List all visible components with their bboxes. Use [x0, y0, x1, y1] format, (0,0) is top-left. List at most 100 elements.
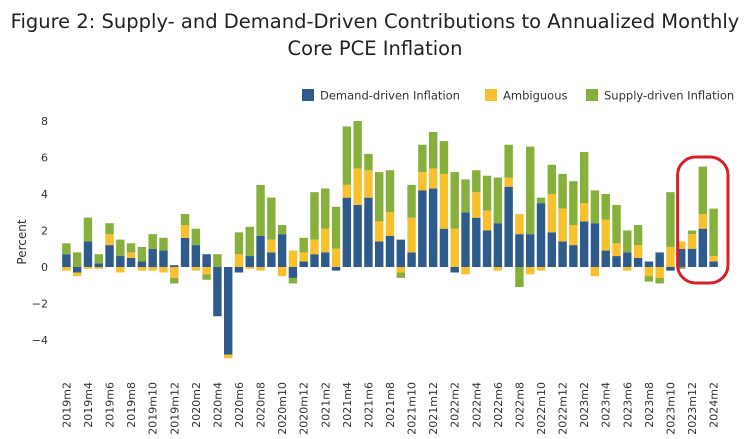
bar-ambiguous-2019m2 [62, 267, 71, 271]
bar-supply-2023m7 [633, 225, 643, 246]
bar-supply-2021m9 [396, 272, 405, 278]
bar-ambiguous-2024m2 [709, 256, 718, 262]
bar-supply-2023m1 [569, 181, 578, 226]
bar-ambiguous-2021m11 [418, 172, 427, 191]
bar-demand-2021m8 [385, 235, 395, 267]
bar-ambiguous-2019m6 [105, 234, 114, 246]
bar-ambiguous-2022m1 [439, 173, 449, 229]
bar-ambiguous-2023m6 [623, 267, 632, 271]
bar-demand-2023m6 [623, 252, 632, 267]
bar-ambiguous-2023m10 [666, 246, 675, 267]
bar-ambiguous-2022m4 [472, 192, 481, 218]
bar-demand-2020m8 [256, 235, 265, 267]
bar-supply-2022m4 [472, 170, 481, 193]
x-tick-label: 2024m2 [708, 382, 721, 428]
x-tick-label: 2021m4 [341, 382, 354, 428]
bar-ambiguous-2022m7 [504, 177, 513, 187]
bar-demand-2019m9 [137, 261, 147, 267]
bar-supply-2022m7 [504, 144, 513, 178]
x-tick-label: 2021m10 [406, 382, 419, 435]
bar-demand-2020m10 [277, 234, 287, 267]
bar-supply-2019m8 [126, 243, 136, 253]
bar-demand-2021m3 [331, 267, 341, 271]
bar-demand-2024m1 [698, 228, 708, 267]
bar-demand-2022m9 [526, 234, 535, 267]
bar-demand-2020m3 [202, 254, 211, 267]
y-tick-label: 0 [41, 261, 48, 274]
bar-ambiguous-2021m8 [385, 212, 395, 236]
x-tick-label: 2019m10 [147, 382, 160, 435]
x-tick-label: 2021m8 [384, 382, 397, 428]
bar-ambiguous-2023m7 [633, 245, 643, 258]
legend-swatch-demand [302, 89, 314, 101]
bar-demand-2023m12 [687, 248, 697, 267]
bar-demand-2023m8 [644, 261, 654, 267]
bar-ambiguous-2019m12 [170, 267, 179, 278]
x-tick-label: 2020m2 [190, 382, 203, 428]
bar-ambiguous-2020m3 [202, 267, 211, 275]
bar-supply-2020m8 [256, 184, 265, 236]
y-tick-label: −4 [32, 334, 48, 347]
highlight-ellipse [676, 155, 730, 285]
bar-ambiguous-2019m8 [126, 252, 136, 258]
bar-demand-2021m1 [310, 254, 319, 267]
bar-supply-2022m3 [461, 179, 470, 213]
y-tick-label: 4 [41, 188, 48, 201]
x-tick-label: 2022m12 [557, 382, 570, 435]
bar-supply-2020m12 [299, 237, 308, 253]
x-tick-label: 2020m4 [211, 382, 224, 428]
bar-demand-2022m4 [472, 217, 481, 267]
bar-ambiguous-2022m11 [547, 194, 557, 233]
bar-ambiguous-2023m4 [601, 219, 610, 251]
bar-supply-2022m9 [526, 146, 535, 235]
bar-demand-2022m11 [547, 232, 557, 267]
bar-ambiguous-2023m3 [590, 267, 600, 277]
bar-demand-2019m7 [116, 256, 125, 267]
bar-supply-2019m9 [137, 246, 147, 262]
bar-supply-2023m11 [677, 267, 686, 269]
bar-supply-2020m6 [234, 232, 244, 255]
bar-supply-2021m12 [428, 131, 438, 169]
bar-demand-2020m6 [234, 267, 244, 273]
bar-supply-2023m6 [623, 230, 632, 253]
y-axis: −4 −2 0 2 4 6 8 [32, 115, 48, 347]
bar-ambiguous-2023m9 [655, 267, 664, 278]
x-tick-label: 2020m10 [276, 382, 289, 435]
bar-ambiguous-2020m7 [245, 267, 254, 269]
bar-ambiguous-2021m10 [407, 217, 416, 253]
bar-ambiguous-2023m12 [687, 234, 697, 249]
bar-supply-2020m9 [267, 197, 276, 240]
bar-demand-2022m12 [558, 241, 567, 267]
x-tick-label: 2023m8 [643, 382, 656, 428]
bar-ambiguous-2019m4 [83, 267, 93, 269]
bar-demand-2020m1 [180, 237, 190, 267]
bar-supply-2024m1 [698, 166, 708, 215]
x-tick-label: 2022m2 [449, 382, 462, 428]
y-tick-label: −2 [32, 298, 48, 311]
bar-demand-2019m5 [94, 263, 103, 267]
bar-demand-2021m5 [353, 204, 362, 267]
bar-supply-2021m5 [353, 121, 362, 169]
bar-ambiguous-2021m5 [353, 168, 362, 205]
bar-ambiguous-2023m8 [644, 267, 654, 277]
bar-ambiguous-2021m2 [321, 228, 330, 253]
x-tick-label: 2023m2 [578, 382, 591, 428]
bar-supply-2022m8 [515, 267, 524, 288]
y-axis-label: Percent [15, 219, 29, 264]
bar-supply-2021m11 [418, 144, 427, 173]
bar-supply-2023m4 [601, 194, 610, 220]
bar-demand-2021m4 [342, 197, 352, 267]
bar-supply-2021m4 [342, 126, 352, 185]
bar-ambiguous-2020m11 [288, 250, 298, 267]
bar-demand-2023m2 [579, 221, 589, 268]
bar-ambiguous-2019m11 [159, 267, 168, 273]
bar-ambiguous-2022m2 [450, 228, 459, 267]
x-tick-label: 2023m10 [665, 382, 678, 435]
bar-demand-2022m5 [482, 230, 492, 267]
x-tick-label: 2023m6 [621, 382, 634, 428]
x-tick-label: 2019m2 [60, 382, 73, 428]
bar-supply-2023m10 [666, 192, 675, 247]
bar-supply-2022m12 [558, 173, 567, 209]
bar-demand-2020m11 [288, 267, 298, 278]
x-tick-label: 2020m8 [255, 382, 268, 428]
